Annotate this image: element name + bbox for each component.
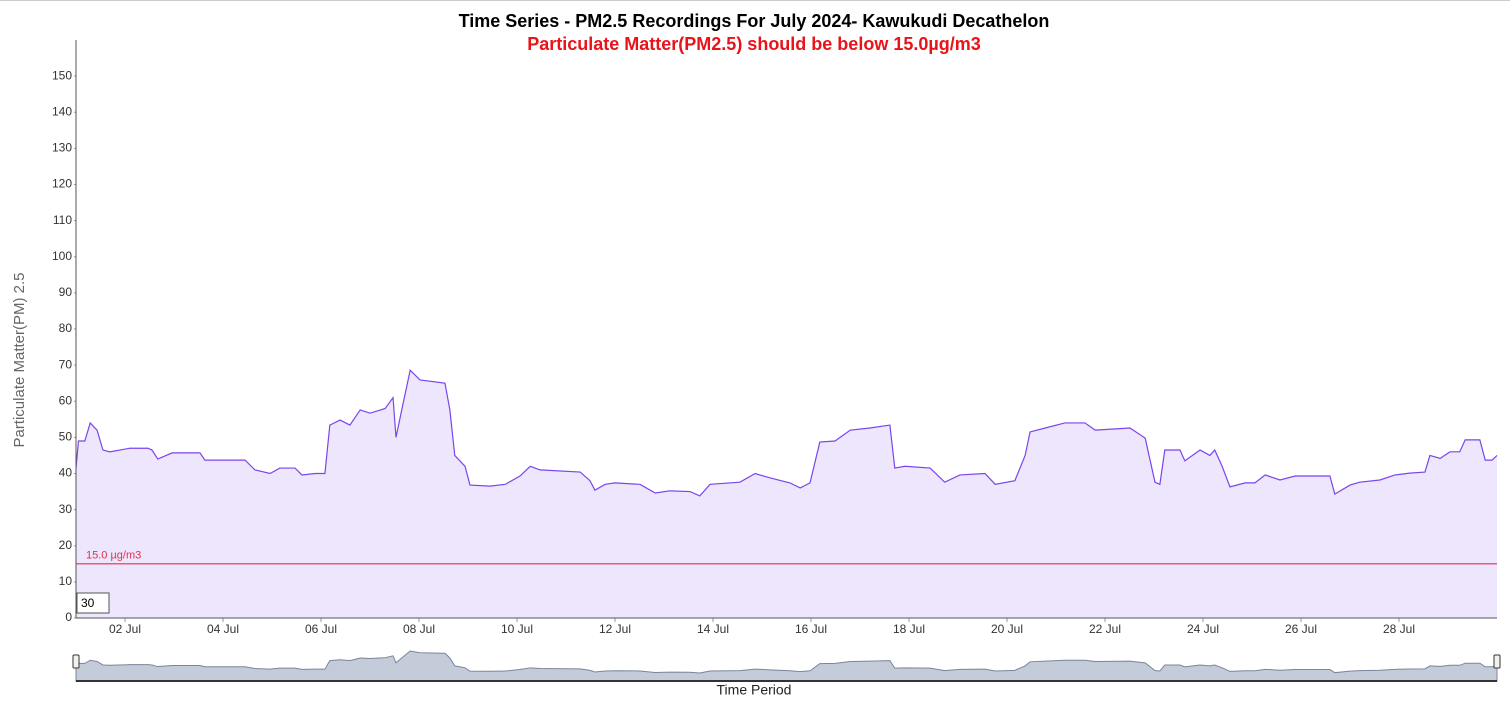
x-tick-label: 14 Jul <box>697 622 729 636</box>
x-axis-label: Time Period <box>717 682 792 698</box>
x-tick-label: 20 Jul <box>991 622 1023 636</box>
y-tick-label: 140 <box>52 104 72 118</box>
x-tick-label: 02 Jul <box>109 622 141 636</box>
y-tick-label: 110 <box>53 213 72 227</box>
y-tick-label: 10 <box>59 574 73 588</box>
x-tick-label: 06 Jul <box>305 622 337 636</box>
y-tick-label: 30 <box>59 502 73 516</box>
y-tick-label: 70 <box>59 357 73 371</box>
y-tick-label: 90 <box>59 285 73 299</box>
x-tick-label: 12 Jul <box>599 622 631 636</box>
x-tick-label: 10 Jul <box>501 622 533 636</box>
x-tick-label: 24 Jul <box>1187 622 1219 636</box>
navigator-area <box>75 650 1498 682</box>
y-tick-label: 80 <box>59 321 73 335</box>
chart-subtitle: Particulate Matter(PM2.5) should be belo… <box>527 34 980 54</box>
zoom-input-box[interactable] <box>76 592 110 614</box>
y-tick-label: 150 <box>52 68 72 82</box>
x-tick-label: 28 Jul <box>1383 622 1415 636</box>
y-tick-label: 120 <box>52 177 72 191</box>
navigator-handle[interactable] <box>1493 654 1501 669</box>
x-tick-label: 08 Jul <box>403 622 435 636</box>
y-tick-label: 0 <box>65 610 72 624</box>
plot-area: 0 10 20 30 40 50 60 70 80 90 100 110 120 130 140 150 02 … <box>52 40 1501 682</box>
x-tick-label: 16 Jul <box>795 622 827 636</box>
navigator-handle[interactable] <box>72 654 80 669</box>
y-tick-label: 20 <box>59 538 73 552</box>
chart-title: Time Series - PM2.5 Recordings For July … <box>459 11 1050 31</box>
y-tick-label: 130 <box>52 141 72 155</box>
line <box>75 368 1498 497</box>
y-tick-label: 40 <box>59 466 73 480</box>
x-tick-label: 26 Jul <box>1285 622 1317 636</box>
y-tick-label: 100 <box>52 249 72 263</box>
y-axis-label: Particulate Matter(PM) 2.5 <box>11 272 28 447</box>
threshold-label: 15.0 µg/m3 <box>86 550 141 562</box>
x-tick-label: 22 Jul <box>1089 622 1121 636</box>
area <box>76 370 1497 618</box>
zoom-input[interactable]: 30 <box>81 596 95 610</box>
x-tick-label: 18 Jul <box>893 622 925 636</box>
x-tick-label: 04 Jul <box>207 622 239 636</box>
y-tick-label: 60 <box>59 393 73 407</box>
y-tick-label: 50 <box>59 430 73 444</box>
